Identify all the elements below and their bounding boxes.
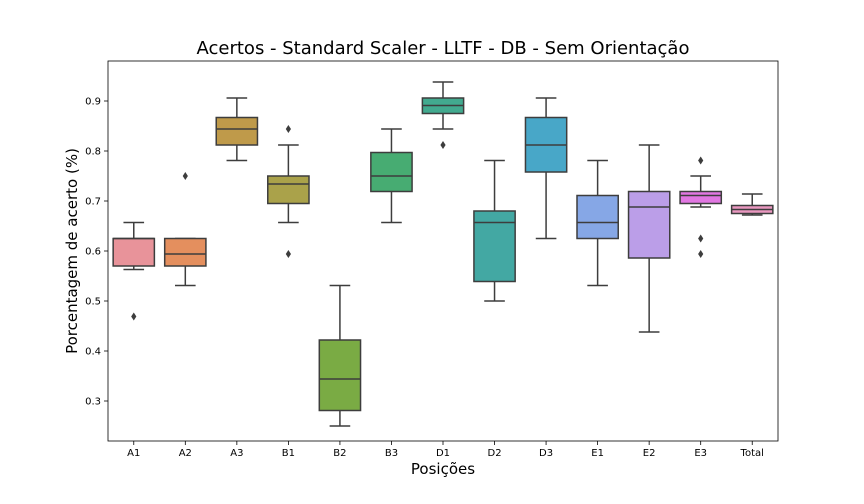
x-tick-label: B2	[333, 448, 346, 459]
y-tick-label: 0.5	[85, 297, 101, 308]
x-tick-label: D2	[488, 448, 502, 459]
box-B1	[267, 175, 310, 205]
box-A1	[112, 237, 156, 267]
x-tick-label: A2	[179, 448, 192, 459]
y-tick-label: 0.8	[85, 147, 101, 158]
box-A3	[215, 116, 259, 146]
y-axis-label: Porcentagem de acerto (%)	[63, 148, 81, 354]
outlier-marker	[182, 172, 188, 180]
x-tick-label: D1	[436, 448, 450, 459]
outlier-marker	[440, 141, 446, 149]
y-tick-label: 0.9	[85, 97, 101, 108]
outlier-marker	[698, 156, 704, 165]
x-tick-label: B3	[385, 448, 398, 459]
box-B2	[318, 339, 362, 412]
box-B3	[370, 151, 413, 193]
x-tick-label: Total	[740, 448, 764, 459]
x-tick-label: B1	[282, 448, 295, 459]
outlier-marker	[698, 250, 704, 258]
x-tick-label: E2	[643, 448, 656, 459]
x-tick-label: E3	[694, 448, 707, 459]
outlier-marker	[131, 312, 137, 321]
plot-area: 0.3 0.4 0.5 0.6 0.7 0.8 0.9 A1 A2 A3 B1 B2 B3 D1 D2 D3 E…	[85, 60, 779, 459]
y-tick-label: 0.6	[85, 247, 101, 258]
x-tick-label: A1	[127, 448, 140, 459]
outlier-marker	[698, 234, 704, 243]
x-tick-label: D3	[539, 448, 553, 459]
y-tick-label: 0.7	[85, 197, 101, 208]
chart-title: Acertos - Standard Scaler - LLTF - DB - …	[197, 38, 690, 59]
x-tick-label: A3	[230, 448, 243, 459]
y-tick-label: 0.3	[85, 397, 101, 408]
box-E3	[679, 190, 723, 205]
x-tick-label: E1	[591, 448, 604, 459]
box-E2	[627, 190, 671, 259]
box-A2	[163, 237, 207, 267]
y-tick-label: 0.4	[85, 347, 101, 358]
outlier-marker	[285, 125, 291, 133]
box-D2	[473, 210, 516, 283]
x-axis-label: Posições	[411, 460, 475, 478]
outlier-marker	[285, 250, 291, 258]
box-E1	[576, 194, 619, 240]
